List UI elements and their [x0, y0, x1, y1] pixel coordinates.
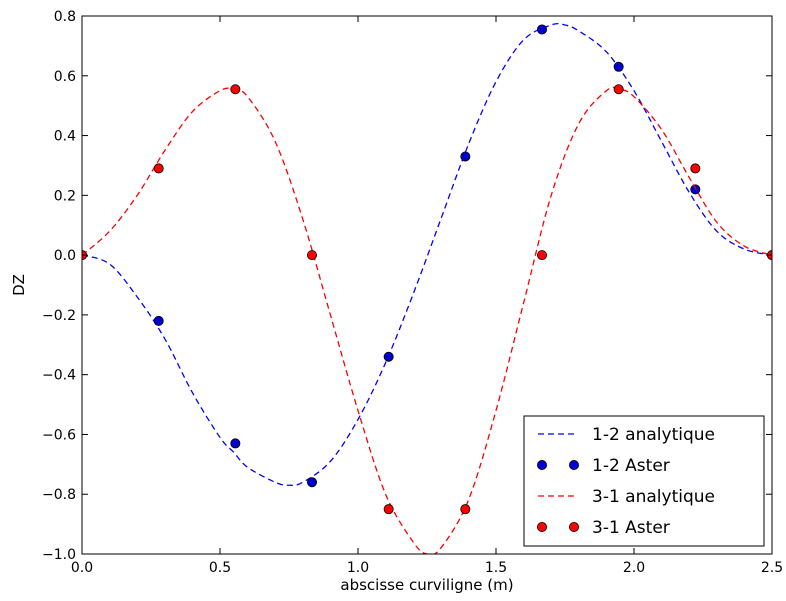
y-tick-label: −0.4	[42, 368, 76, 384]
y-tick-label: 0.0	[54, 248, 76, 264]
data-point-3-1-aster	[383, 504, 394, 515]
data-point-1-2-aster	[460, 151, 471, 162]
x-tick-label: 2.0	[623, 560, 645, 576]
legend-marker-swatch	[537, 522, 548, 533]
y-tick-label: −0.2	[42, 308, 76, 324]
data-point-1-2-aster	[306, 477, 317, 488]
series-1-2-analytique	[82, 22, 772, 487]
legend-marker-swatch	[569, 459, 580, 470]
x-tick-label: 2.5	[761, 560, 783, 576]
data-point-3-1-aster	[306, 250, 317, 261]
y-tick-label: 0.2	[54, 188, 76, 204]
y-tick-label: −1.0	[42, 547, 76, 563]
data-point-3-1-aster	[690, 163, 701, 174]
plot-frame	[81, 15, 773, 555]
legend-label: 1-2 analytique	[592, 425, 715, 445]
legend-label: 1-2 Aster	[592, 456, 670, 476]
y-tick-label: −0.8	[42, 487, 76, 503]
data-point-3-1-aster	[613, 84, 624, 95]
x-tick-label: 0.0	[71, 560, 93, 576]
data-point-1-2-aster	[613, 61, 624, 72]
x-tick-label: 1.0	[347, 560, 369, 576]
x-tick-label: 1.5	[485, 560, 507, 576]
series-3-1-aster	[82, 84, 772, 515]
legend-box	[523, 415, 765, 547]
legend-marker-swatch	[537, 459, 548, 470]
legend-label: 3-1 analytique	[592, 487, 715, 507]
data-point-1-2-aster	[537, 24, 548, 35]
x-axis-label: abscisse curviligne (m)	[340, 576, 513, 594]
plot-area	[82, 22, 772, 554]
axis-ticks: 0.0 0.5 1.0 1.5 2.0 2.5 −1.0 −0.8 −0.6 −0.4 −0.2 0.…	[42, 9, 783, 576]
legend-entry-1-2-aster: 1-2 Aster	[537, 456, 670, 476]
legend-entry-3-1-analytique: 3-1 analytique	[538, 487, 715, 507]
data-point-1-2-aster	[230, 438, 241, 449]
y-axis-label: DZ	[10, 274, 28, 296]
y-tick-label: 0.6	[54, 69, 76, 85]
y-tick-label: 0.8	[54, 9, 76, 25]
data-point-1-2-aster	[383, 351, 394, 362]
series-line-3-1-analytique	[82, 86, 772, 554]
data-point-3-1-aster	[537, 250, 548, 261]
x-tick-label: 0.5	[209, 560, 231, 576]
series-line-1-2-analytique	[82, 22, 772, 487]
legend-marker-swatch	[569, 522, 580, 533]
legend-entry-3-1-aster: 3-1 Aster	[537, 518, 670, 538]
data-point-1-2-aster	[153, 315, 164, 326]
data-point-3-1-aster	[460, 504, 471, 515]
legend-label: 3-1 Aster	[592, 518, 670, 538]
y-tick-label: 0.4	[54, 129, 76, 145]
series-3-1-analytique	[82, 86, 772, 554]
data-point-1-2-aster	[690, 184, 701, 195]
data-point-3-1-aster	[153, 163, 164, 174]
data-point-3-1-aster	[230, 84, 241, 95]
legend: 1-2 analytique 1-2 Aster 3-1 analytique 3-1…	[523, 415, 765, 547]
legend-entry-1-2-analytique: 1-2 analytique	[538, 425, 715, 445]
y-tick-label: −0.6	[42, 427, 76, 443]
